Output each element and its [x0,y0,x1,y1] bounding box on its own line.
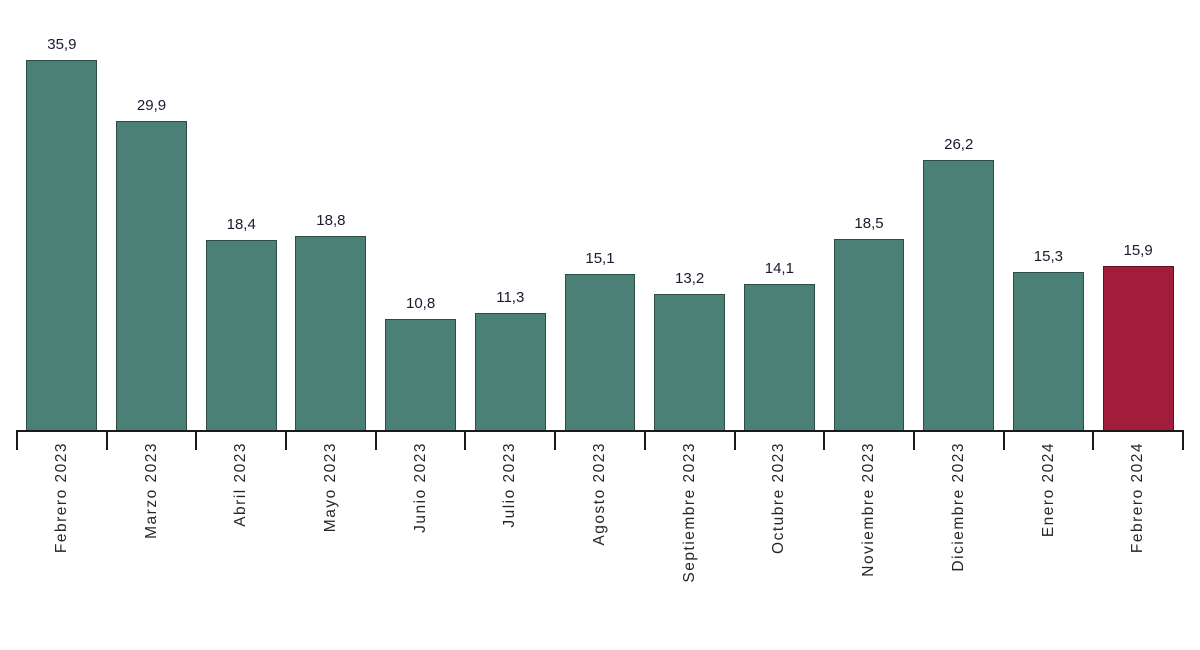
x-label-cell: Enero 2024 [1004,438,1094,643]
x-tick-label: Mayo 2023 [322,442,339,533]
bar-group: 18,4 [196,216,286,430]
bar-value-label: 18,4 [226,216,256,233]
bar-group: 15,1 [555,250,645,430]
axis-tick [285,430,288,450]
bar-group: 15,9 [1093,242,1183,430]
bar [205,240,277,430]
x-axis-labels: Febrero 2023 Marzo 2023 Abril 2023 Mayo 202… [17,438,1183,643]
x-tick-label: Diciembre 2023 [949,442,967,572]
bar-value-label: 15,3 [1033,248,1063,265]
x-axis-line [16,430,1184,450]
axis-tick [554,430,557,450]
x-label-cell: Octubre 2023 [735,438,825,643]
x-tick-label: Julio 2023 [501,442,519,528]
x-tick-label: Febrero 2023 [52,442,70,554]
x-label-cell: Mayo 2023 [286,438,376,643]
bar-group: 11,3 [465,289,555,430]
axis-tick [464,430,467,450]
bar-value-label: 18,8 [316,212,346,229]
bar-value-label: 29,9 [136,97,167,114]
bar [654,294,726,430]
x-label-cell: Abril 2023 [196,438,286,643]
axis-tick [643,430,646,450]
bar-value-label: 14,1 [764,260,794,277]
axis-tick [374,430,377,450]
bar [26,60,98,430]
x-tick-label: Agosto 2023 [591,442,609,546]
bar [385,319,457,430]
axis-tick [195,430,198,450]
axis-tick [1002,430,1005,450]
x-label-cell: Diciembre 2023 [914,438,1004,643]
axis-tick [1092,430,1095,450]
bar-group: 29,9 [107,97,197,430]
x-label-cell: Agosto 2023 [555,438,645,643]
x-tick-label: Noviembre 2023 [860,442,878,577]
bar-group: 15,3 [1004,248,1094,430]
bar [295,236,367,430]
bar [923,160,995,430]
x-tick-label: Abril 2023 [232,442,250,527]
x-tick-label: Enero 2024 [1039,442,1057,538]
bar-value-label: 13,2 [675,270,705,287]
bar-value-label: 26,2 [944,136,974,153]
x-tick-label: Marzo 2023 [142,442,160,539]
bar-value-label: 35,9 [47,36,77,53]
x-label-cell: Febrero 2024 [1093,438,1183,643]
bar-value-label: 15,1 [585,250,615,267]
axis-tick [105,430,108,450]
x-label-cell: Septiembre 2023 [645,438,735,643]
x-label-cell: Junio 2023 [376,438,466,643]
bar [743,284,815,430]
x-tick-label: Junio 2023 [411,442,429,533]
bar-group: 13,2 [645,270,735,430]
axis-tick [16,430,18,450]
x-label-cell: Noviembre 2023 [824,438,914,643]
bar [1012,272,1084,430]
bar-group: 18,8 [286,212,376,430]
x-label-cell: Febrero 2023 [17,438,107,643]
bar-value-label: 18,5 [854,215,884,232]
x-tick-label: Septiembre 2023 [680,442,698,583]
bar [833,239,905,430]
bar [564,274,636,430]
x-tick-label: Febrero 2024 [1129,442,1147,554]
plot-area: 35,9 29,9 18,4 18,8 10,8 11,3 15,1 13,2 14,1 18,5… [17,0,1183,430]
bar-group: 35,9 [17,36,107,430]
bar-value-label: 10,8 [405,295,436,312]
bar [116,121,187,430]
axis-tick [1182,430,1184,450]
bar-group: 10,8 [376,295,466,430]
bar-group: 26,2 [914,136,1004,430]
x-label-cell: Julio 2023 [465,438,555,643]
axis-tick [823,430,826,450]
axis-tick [733,430,736,450]
bar-group: 18,5 [824,215,914,430]
axis-tick [912,430,915,450]
bar-value-label: 11,3 [496,289,525,306]
bar [474,313,546,430]
bar-value-label: 15,9 [1123,242,1153,259]
x-tick-label: Octubre 2023 [770,442,788,554]
x-label-cell: Marzo 2023 [107,438,197,643]
bar-highlight [1102,266,1174,430]
bar-group: 14,1 [735,260,825,430]
